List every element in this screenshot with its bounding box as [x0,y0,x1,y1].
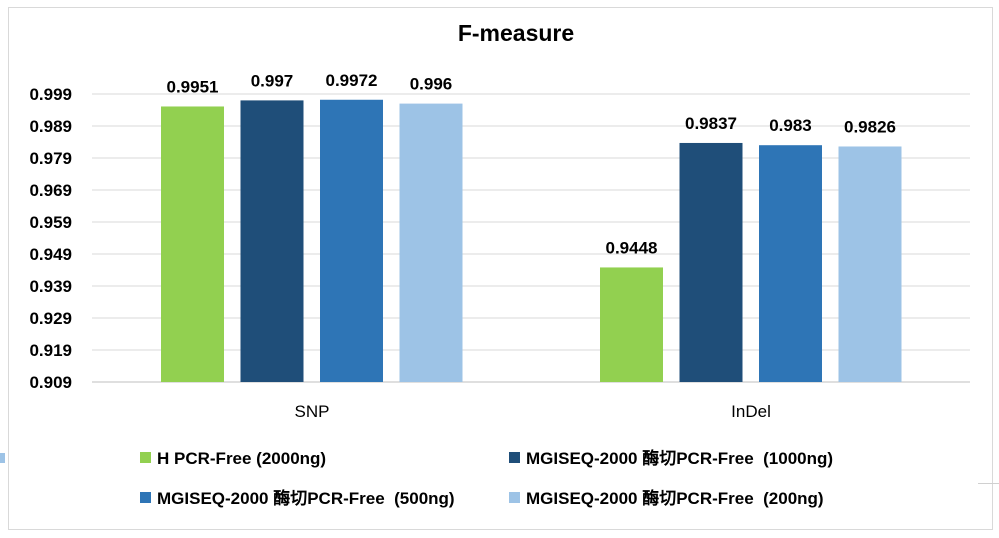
y-tick-label: 0.919 [29,341,72,360]
bar [240,100,304,383]
gridlines [92,93,970,383]
y-tick-label: 0.959 [29,213,72,232]
y-tick-label: 0.939 [29,277,72,296]
chart-title: F-measure [458,20,574,46]
y-tick-label: 0.929 [29,309,72,328]
legend-label: MGISEQ-2000 酶切PCR-Free (200ng) [526,488,824,508]
bar [320,99,383,382]
y-axis-tick-labels: 0.999 0.989 0.979 0.969 0.959 0.949 0.939 0.929… [29,85,72,392]
y-tick-label: 0.999 [29,85,72,104]
y-tick-label: 0.909 [29,373,72,392]
edge-line [978,483,999,484]
legend-swatch [509,452,520,463]
bar [161,106,224,382]
data-label: 0.9951 [167,77,219,96]
data-label: 0.9448 [606,238,658,257]
legend-label: H PCR-Free (2000ng) [157,449,326,468]
data-label: 0.9972 [326,71,378,90]
bar [399,103,463,382]
y-tick-label: 0.979 [29,149,72,168]
x-category-label: InDel [731,402,771,421]
data-label: 0.9826 [844,117,896,136]
data-label: 0.983 [769,116,812,135]
data-label: 0.997 [251,71,294,90]
legend: H PCR-Free (2000ng) MGISEQ-2000 酶切PCR-Fre… [140,448,833,508]
data-label: 0.9837 [685,114,737,133]
legend-swatch [509,492,520,503]
y-tick-label: 0.949 [29,245,72,264]
y-tick-label: 0.989 [29,117,72,136]
y-tick-label: 0.969 [29,181,72,200]
bar [679,142,743,382]
edge-mark [0,453,5,463]
bar [600,267,663,382]
x-category-label: SNP [295,402,330,421]
legend-label: MGISEQ-2000 酶切PCR-Free (1000ng) [526,448,833,468]
bar [838,146,902,382]
legend-label: MGISEQ-2000 酶切PCR-Free (500ng) [157,488,455,508]
data-labels: 0.9951 0.9448 0.997 0.9837 0.9972 0.983 0.996 0… [167,71,897,258]
legend-swatch [140,492,151,503]
bar [759,145,822,382]
x-axis-category-labels: SNP InDel [295,402,771,421]
bars [161,99,902,383]
legend-swatch [140,452,151,463]
data-label: 0.996 [410,75,453,94]
